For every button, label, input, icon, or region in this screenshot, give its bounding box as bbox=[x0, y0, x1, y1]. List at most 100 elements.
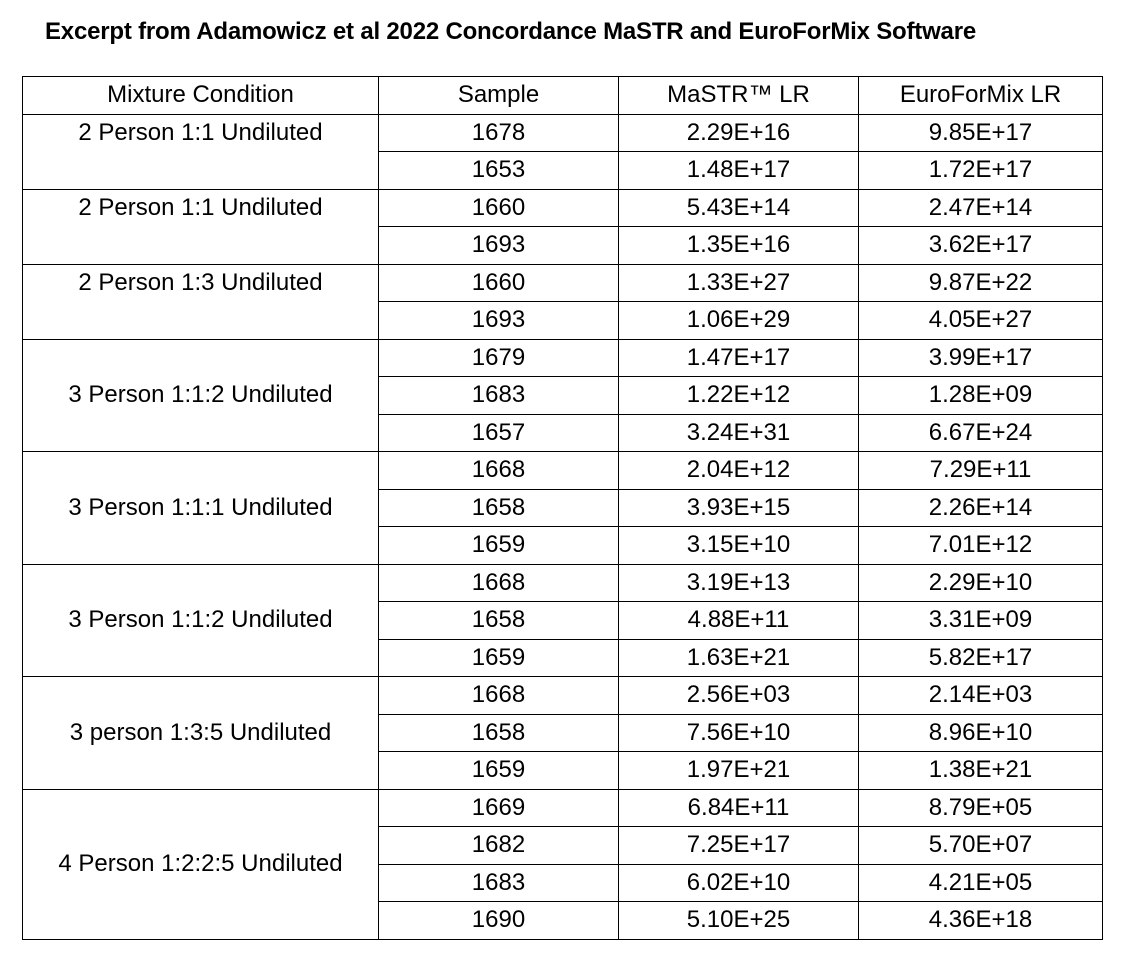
euroformix-lr-cell: 3.31E+09 bbox=[858, 601, 1103, 640]
mastr-lr-cell: 3.15E+10 bbox=[618, 526, 859, 565]
table-row: 1658 3.93E+15 2.26E+14 bbox=[23, 488, 1103, 527]
sample-cell: 1669 bbox=[378, 788, 619, 827]
sample-cell: 1690 bbox=[378, 901, 619, 940]
sample-cell: 1678 bbox=[378, 113, 619, 152]
sample-cell: 1658 bbox=[378, 713, 619, 752]
table-row: 1653 1.48E+17 1.72E+17 bbox=[23, 151, 1103, 190]
euroformix-lr-cell: 6.67E+24 bbox=[858, 413, 1103, 452]
mastr-lr-cell: 2.04E+12 bbox=[618, 451, 859, 490]
mastr-lr-cell: 6.02E+10 bbox=[618, 863, 859, 902]
table-row: 3 person 1:3:5 Undiluted 1668 2.56E+03 2.14… bbox=[22, 676, 1103, 790]
euroformix-lr-cell: 5.70E+07 bbox=[858, 826, 1103, 865]
header-row: Mixture Condition Sample MaSTR™ LR EuroF… bbox=[22, 76, 1103, 115]
header-mixture-condition: Mixture Condition bbox=[22, 76, 379, 115]
sample-cell: 1659 bbox=[378, 526, 619, 565]
table-row: 2 Person 1:1 Undiluted 1678 2.29E+16 9.85E+… bbox=[22, 113, 1103, 190]
mastr-lr-cell: 1.35E+16 bbox=[618, 226, 859, 265]
mastr-lr-cell: 7.56E+10 bbox=[618, 713, 859, 752]
mastr-lr-cell: 5.43E+14 bbox=[618, 188, 859, 227]
euroformix-lr-cell: 8.96E+10 bbox=[858, 713, 1103, 752]
euroformix-lr-cell: 1.72E+17 bbox=[858, 151, 1103, 190]
table-row: 3 Person 1:1:2 Undiluted 1668 3.19E+13 2.29… bbox=[22, 563, 1103, 677]
euroformix-lr-cell: 3.99E+17 bbox=[858, 338, 1103, 377]
table-row: 1693 1.06E+29 4.05E+27 bbox=[23, 301, 1103, 340]
concordance-table: Mixture Condition Sample MaSTR™ LR EuroF… bbox=[22, 76, 1103, 940]
table-row: 1658 4.88E+11 3.31E+09 bbox=[23, 601, 1103, 640]
table-row: 1659 1.63E+21 5.82E+17 bbox=[23, 638, 1103, 677]
mixture-condition-cell: 3 Person 1:1:2 Undiluted bbox=[22, 563, 379, 677]
mixture-condition-cell: 3 Person 1:1:2 Undiluted bbox=[22, 338, 379, 452]
header-euroformix-lr: EuroForMix LR bbox=[858, 76, 1103, 115]
euroformix-lr-cell: 2.29E+10 bbox=[858, 563, 1103, 602]
table-row: 3 Person 1:1:2 Undiluted 1679 1.47E+17 3.99… bbox=[22, 338, 1103, 452]
euroformix-lr-cell: 2.47E+14 bbox=[858, 188, 1103, 227]
euroformix-lr-cell: 9.85E+17 bbox=[858, 113, 1103, 152]
mixture-condition-cell: 3 Person 1:1:1 Undiluted bbox=[22, 451, 379, 565]
table-row: 1659 3.15E+10 7.01E+12 bbox=[23, 526, 1103, 565]
mixture-condition-cell: 2 Person 1:1 Undiluted bbox=[22, 113, 379, 190]
mastr-lr-cell: 3.24E+31 bbox=[618, 413, 859, 452]
euroformix-lr-cell: 4.36E+18 bbox=[858, 901, 1103, 940]
euroformix-lr-cell: 4.05E+27 bbox=[858, 301, 1103, 340]
euroformix-lr-cell: 7.29E+11 bbox=[858, 451, 1103, 490]
table-row: 1659 1.97E+21 1.38E+21 bbox=[23, 751, 1103, 790]
mastr-lr-cell: 1.97E+21 bbox=[618, 751, 859, 790]
page-title: Excerpt from Adamowicz et al 2022 Concor… bbox=[45, 18, 976, 45]
sample-cell: 1668 bbox=[378, 451, 619, 490]
mastr-lr-cell: 1.48E+17 bbox=[618, 151, 859, 190]
euroformix-lr-cell: 3.62E+17 bbox=[858, 226, 1103, 265]
mastr-lr-cell: 7.25E+17 bbox=[618, 826, 859, 865]
euroformix-lr-cell: 9.87E+22 bbox=[858, 263, 1103, 302]
sample-cell: 1693 bbox=[378, 301, 619, 340]
table-row: 4 Person 1:2:2:5 Undiluted 1669 6.84E+11 8.… bbox=[22, 788, 1103, 940]
table-row: 2 Person 1:1 Undiluted 1660 5.43E+14 2.47E+… bbox=[22, 188, 1103, 265]
mastr-lr-cell: 5.10E+25 bbox=[618, 901, 859, 940]
header-mastr-lr: MaSTR™ LR bbox=[618, 76, 859, 115]
euroformix-lr-cell: 2.26E+14 bbox=[858, 488, 1103, 527]
sample-cell: 1653 bbox=[378, 151, 619, 190]
euroformix-lr-cell: 2.14E+03 bbox=[858, 676, 1103, 715]
euroformix-lr-cell: 7.01E+12 bbox=[858, 526, 1103, 565]
mastr-lr-cell: 1.47E+17 bbox=[618, 338, 859, 377]
sample-cell: 1668 bbox=[378, 563, 619, 602]
sample-cell: 1658 bbox=[378, 488, 619, 527]
table-row: 1657 3.24E+31 6.67E+24 bbox=[23, 413, 1103, 452]
mixture-condition-cell: 2 Person 1:3 Undiluted bbox=[22, 263, 379, 340]
mastr-lr-cell: 6.84E+11 bbox=[618, 788, 859, 827]
mastr-lr-cell: 1.06E+29 bbox=[618, 301, 859, 340]
table-body: 2 Person 1:1 Undiluted 1678 2.29E+16 9.85E+… bbox=[22, 113, 1103, 940]
table-row: 3 Person 1:1:1 Undiluted 1668 2.04E+12 7.29… bbox=[22, 451, 1103, 565]
sample-cell: 1659 bbox=[378, 751, 619, 790]
euroformix-lr-cell: 1.28E+09 bbox=[858, 376, 1103, 415]
mastr-lr-cell: 1.22E+12 bbox=[618, 376, 859, 415]
header-sample: Sample bbox=[378, 76, 619, 115]
sample-cell: 1679 bbox=[378, 338, 619, 377]
sample-cell: 1657 bbox=[378, 413, 619, 452]
sample-cell: 1693 bbox=[378, 226, 619, 265]
euroformix-lr-cell: 4.21E+05 bbox=[858, 863, 1103, 902]
mastr-lr-cell: 2.29E+16 bbox=[618, 113, 859, 152]
table-row: 2 Person 1:3 Undiluted 1660 1.33E+27 9.87E+… bbox=[22, 263, 1103, 340]
table-row: 1690 5.10E+25 4.36E+18 bbox=[23, 901, 1103, 940]
euroformix-lr-cell: 8.79E+05 bbox=[858, 788, 1103, 827]
sample-cell: 1683 bbox=[378, 863, 619, 902]
mixture-condition-cell: 4 Person 1:2:2:5 Undiluted bbox=[22, 788, 379, 940]
table-row: 1683 1.22E+12 1.28E+09 bbox=[23, 376, 1103, 415]
sample-cell: 1683 bbox=[378, 376, 619, 415]
table-row: 1693 1.35E+16 3.62E+17 bbox=[23, 226, 1103, 265]
euroformix-lr-cell: 5.82E+17 bbox=[858, 638, 1103, 677]
mastr-lr-cell: 3.93E+15 bbox=[618, 488, 859, 527]
sample-cell: 1658 bbox=[378, 601, 619, 640]
mastr-lr-cell: 1.33E+27 bbox=[618, 263, 859, 302]
sample-cell: 1682 bbox=[378, 826, 619, 865]
sample-cell: 1660 bbox=[378, 263, 619, 302]
mastr-lr-cell: 2.56E+03 bbox=[618, 676, 859, 715]
mixture-condition-cell: 2 Person 1:1 Undiluted bbox=[22, 188, 379, 265]
mastr-lr-cell: 3.19E+13 bbox=[618, 563, 859, 602]
mastr-lr-cell: 1.63E+21 bbox=[618, 638, 859, 677]
euroformix-lr-cell: 1.38E+21 bbox=[858, 751, 1103, 790]
table-row: 1658 7.56E+10 8.96E+10 bbox=[23, 713, 1103, 752]
sample-cell: 1660 bbox=[378, 188, 619, 227]
sample-cell: 1659 bbox=[378, 638, 619, 677]
mixture-condition-cell: 3 person 1:3:5 Undiluted bbox=[22, 676, 379, 790]
